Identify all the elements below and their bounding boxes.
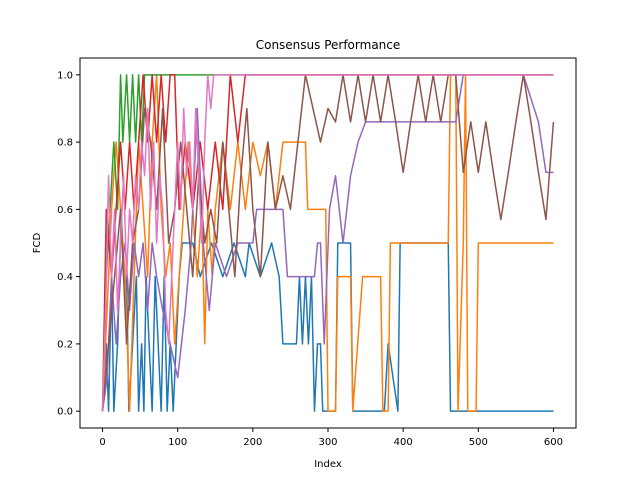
series-line-6	[101, 74, 555, 412]
series-line-1	[101, 208, 554, 412]
y-tick-label: 1.0	[57, 70, 73, 81]
y-axis: 0.0 0.2 0.4 0.6 0.8 1.0	[57, 70, 80, 418]
series-line-7	[101, 74, 554, 412]
y-tick-label: 0.2	[57, 339, 73, 350]
y-axis-label: FCD	[32, 232, 43, 253]
series-line-5	[101, 74, 554, 412]
y-tick-label: 0.8	[57, 138, 73, 149]
x-axis-label: Index	[314, 459, 342, 470]
y-tick-label: 0.6	[57, 205, 73, 216]
x-tick-label: 400	[394, 437, 413, 448]
x-tick-label: 600	[544, 437, 563, 448]
series-line-2	[101, 74, 554, 412]
x-tick-label: 0	[99, 437, 105, 448]
x-tick-label: 200	[243, 437, 262, 448]
x-tick-label: 100	[168, 437, 187, 448]
x-tick-label: 300	[318, 437, 337, 448]
y-tick-label: 0.4	[57, 272, 73, 283]
series-line-3	[101, 74, 554, 412]
series-layer	[101, 74, 555, 412]
y-tick-label: 0.0	[57, 407, 73, 418]
x-axis: 0 100 200 300 400 500 600	[99, 428, 563, 448]
x-tick-label: 500	[469, 437, 488, 448]
chart-title: Consensus Performance	[256, 38, 401, 52]
